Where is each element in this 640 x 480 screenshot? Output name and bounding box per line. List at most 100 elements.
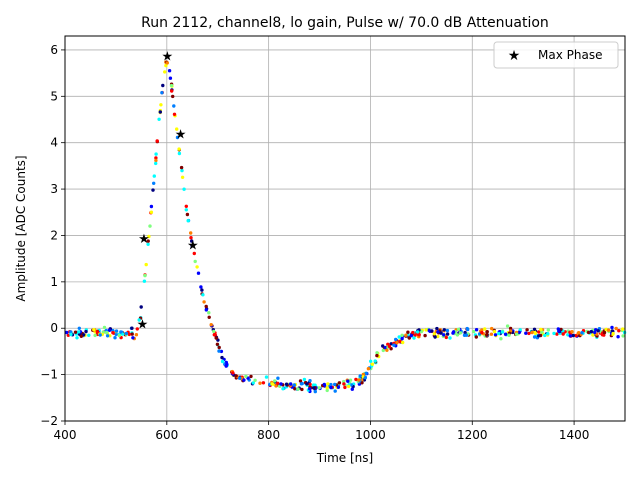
data-point bbox=[167, 69, 172, 73]
data-point bbox=[144, 262, 148, 267]
data-point bbox=[180, 168, 184, 173]
data-point bbox=[589, 330, 594, 334]
data-point bbox=[325, 386, 329, 390]
data-point bbox=[251, 381, 255, 385]
data-point bbox=[220, 359, 225, 364]
data-point bbox=[193, 259, 197, 264]
x-tick-label: 600 bbox=[155, 428, 178, 442]
data-point bbox=[435, 326, 439, 331]
y-tick-label: 1 bbox=[50, 275, 58, 289]
data-point bbox=[423, 333, 427, 338]
data-point bbox=[105, 334, 110, 338]
data-point bbox=[346, 384, 351, 389]
data-point bbox=[114, 332, 118, 337]
data-point bbox=[586, 330, 591, 335]
data-point bbox=[98, 333, 102, 337]
data-point bbox=[394, 337, 398, 342]
data-point bbox=[147, 234, 151, 239]
data-point bbox=[439, 331, 443, 335]
data-point bbox=[591, 333, 595, 337]
y-tick-label: −2 bbox=[40, 414, 58, 428]
data-point bbox=[474, 335, 478, 339]
data-point bbox=[395, 340, 399, 345]
data-point bbox=[180, 175, 185, 179]
legend-label-max-phase: Max Phase bbox=[538, 48, 602, 62]
data-point bbox=[199, 285, 203, 289]
data-point bbox=[302, 377, 307, 382]
y-tick-label: 5 bbox=[50, 89, 58, 103]
data-point bbox=[409, 334, 413, 338]
data-point bbox=[381, 348, 385, 353]
data-point bbox=[537, 330, 541, 334]
data-point bbox=[238, 376, 242, 380]
data-point bbox=[530, 330, 534, 335]
data-point bbox=[192, 251, 196, 256]
data-point bbox=[142, 279, 147, 283]
data-point bbox=[189, 231, 193, 235]
data-point bbox=[195, 265, 199, 269]
data-point bbox=[184, 208, 188, 212]
data-point bbox=[329, 382, 333, 387]
grid bbox=[64, 36, 625, 422]
data-point bbox=[448, 336, 452, 340]
x-tick-label: 800 bbox=[257, 428, 280, 442]
data-point bbox=[360, 381, 364, 385]
data-point bbox=[264, 375, 269, 379]
data-point bbox=[474, 328, 479, 332]
data-point bbox=[387, 344, 392, 349]
data-point bbox=[130, 326, 134, 330]
data-point bbox=[312, 386, 316, 390]
data-point bbox=[281, 387, 285, 391]
data-point bbox=[172, 112, 177, 117]
data-point bbox=[170, 89, 174, 93]
data-point bbox=[329, 385, 333, 390]
data-point bbox=[305, 382, 309, 386]
max-phase-marker: ★ bbox=[187, 239, 199, 254]
data-point bbox=[442, 328, 446, 332]
data-point bbox=[274, 384, 278, 388]
data-point bbox=[130, 332, 134, 336]
data-point bbox=[617, 329, 621, 333]
data-point bbox=[375, 353, 379, 358]
max-phase-marker: ★ bbox=[138, 232, 150, 247]
data-point bbox=[168, 76, 173, 80]
data-point bbox=[296, 387, 300, 391]
data-point bbox=[77, 326, 82, 330]
data-point bbox=[373, 359, 377, 363]
data-point bbox=[220, 355, 224, 360]
data-point bbox=[298, 379, 303, 383]
data-point bbox=[249, 374, 253, 379]
data-point bbox=[610, 325, 614, 330]
data-point bbox=[209, 323, 213, 327]
data-point bbox=[308, 382, 312, 387]
legend-marker-star: ★ bbox=[508, 48, 521, 64]
data-point bbox=[483, 327, 487, 331]
data-point bbox=[258, 381, 262, 385]
data-point bbox=[445, 328, 450, 333]
data-point bbox=[87, 333, 91, 337]
data-point bbox=[349, 383, 354, 387]
data-point bbox=[333, 389, 337, 393]
data-point bbox=[342, 382, 346, 386]
data-point bbox=[527, 331, 531, 336]
data-point bbox=[93, 333, 97, 338]
data-point bbox=[325, 388, 329, 393]
data-point bbox=[299, 382, 304, 386]
data-point bbox=[135, 327, 139, 331]
data-point bbox=[364, 371, 368, 375]
data-point bbox=[134, 333, 139, 337]
data-point bbox=[202, 300, 206, 304]
data-point bbox=[556, 327, 560, 331]
data-point bbox=[77, 330, 81, 334]
data-point bbox=[300, 387, 304, 392]
data-point bbox=[172, 104, 176, 108]
data-point bbox=[69, 332, 73, 337]
data-point bbox=[346, 379, 350, 383]
data-point bbox=[165, 61, 169, 65]
data-point bbox=[158, 110, 162, 114]
data-point bbox=[273, 379, 277, 383]
data-point bbox=[114, 329, 119, 333]
data-point bbox=[185, 212, 190, 217]
